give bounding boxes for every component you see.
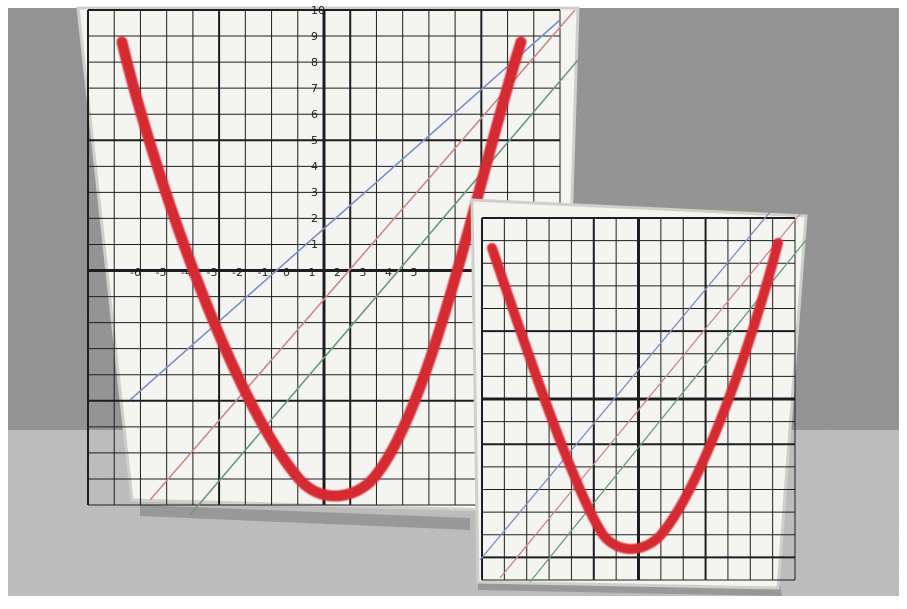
y-tick-label: 3 — [311, 186, 318, 199]
x-tick-label: 5 — [411, 266, 418, 279]
frame-bottom — [0, 596, 907, 609]
x-tick-label: -1 — [258, 266, 269, 279]
y-tick-label: 7 — [311, 82, 318, 95]
y-tick-label: 6 — [311, 108, 318, 121]
x-tick-label: 3 — [360, 266, 367, 279]
x-tick-label: -4 — [181, 266, 192, 279]
x-tick-label: 1 — [309, 266, 316, 279]
x-tick-label: 2 — [334, 266, 341, 279]
x-tick-label: 0 — [283, 266, 290, 279]
large-board-tick-labels: -6 -5 -4 -3 -2 -1 0 1 2 3 4 5 10 9 8 7 6 5 4 3 2 1 — [130, 4, 418, 279]
y-tick-label: 4 — [311, 160, 318, 173]
frame-right — [899, 0, 907, 609]
frame-left — [0, 0, 8, 609]
x-tick-label: -6 — [130, 266, 141, 279]
x-tick-label: -2 — [232, 266, 243, 279]
y-tick-label: 5 — [311, 134, 318, 147]
x-tick-label: -5 — [156, 266, 167, 279]
y-tick-label: 9 — [311, 30, 318, 43]
x-tick-label: -3 — [207, 266, 218, 279]
y-tick-label: 2 — [311, 212, 318, 225]
y-tick-label: 8 — [311, 56, 318, 69]
large-board-curve — [116, 36, 527, 502]
y-tick-label: 1 — [311, 238, 318, 251]
y-tick-label: 10 — [311, 4, 325, 17]
large-board-shadow — [140, 505, 470, 530]
x-tick-label: 4 — [385, 266, 392, 279]
small-graph-board — [470, 198, 808, 596]
small-board-curve — [487, 238, 783, 554]
frame-top — [0, 0, 907, 8]
